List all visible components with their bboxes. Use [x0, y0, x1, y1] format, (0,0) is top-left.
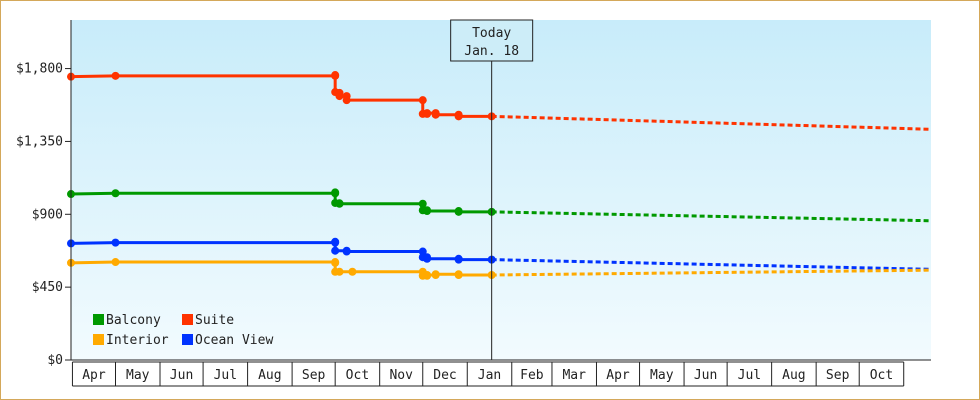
x-tick-label: Feb: [520, 368, 544, 383]
x-tick-label: Jul: [738, 368, 761, 383]
x-tick-label: Nov: [389, 368, 413, 383]
x-tick-label: May: [650, 368, 674, 383]
projection-line: [491, 268, 932, 277]
legend-label: Interior: [106, 333, 169, 348]
legend-item[interactable]: Suite: [182, 313, 234, 328]
data-point[interactable]: [111, 238, 120, 247]
x-tick-label: Aug: [258, 368, 281, 383]
data-point[interactable]: [418, 199, 427, 208]
data-point[interactable]: [423, 207, 432, 216]
y-tick-label: $1,350: [16, 134, 63, 149]
series-suite: [67, 71, 932, 131]
legend-item[interactable]: Ocean View: [182, 333, 273, 348]
x-tick-label: Sep: [302, 368, 326, 383]
y-tick-label: $900: [32, 207, 63, 222]
today-date: Jan. 18: [464, 44, 519, 59]
legend-item[interactable]: Balcony: [93, 313, 161, 328]
series-ocean-view: [67, 237, 932, 271]
x-tick-label: Jul: [214, 368, 237, 383]
data-point[interactable]: [111, 189, 120, 198]
projection-line: [491, 258, 932, 271]
projection-line: [491, 114, 932, 131]
data-point[interactable]: [431, 270, 440, 279]
today-box: [450, 19, 534, 62]
data-point[interactable]: [335, 267, 344, 276]
data-point[interactable]: [331, 258, 340, 267]
series-interior: [67, 258, 932, 280]
legend-swatch: [93, 314, 104, 325]
data-point[interactable]: [331, 71, 340, 80]
x-tick-label: Jun: [170, 368, 193, 383]
data-point[interactable]: [335, 92, 344, 101]
y-tick-label: $1,800: [16, 62, 63, 77]
data-point[interactable]: [335, 199, 344, 208]
legend-label: Ocean View: [195, 333, 273, 348]
legend-label: Suite: [195, 313, 234, 328]
x-tick-label: Dec: [433, 368, 456, 383]
x-tick-label: Aug: [782, 368, 805, 383]
today-label: Today: [472, 26, 511, 41]
x-tick-label: Oct: [870, 368, 893, 383]
data-point[interactable]: [454, 112, 463, 121]
projection-line: [491, 210, 932, 223]
legend-label: Balcony: [106, 313, 161, 328]
plot-area: [71, 20, 931, 360]
series-balcony: [67, 188, 932, 223]
data-point[interactable]: [342, 96, 351, 105]
x-tick-label: Jan: [478, 368, 501, 383]
data-point[interactable]: [418, 96, 427, 105]
legend-swatch: [182, 314, 193, 325]
legend-swatch: [182, 334, 193, 345]
x-tick-label: Apr: [82, 368, 106, 383]
data-point[interactable]: [111, 71, 120, 80]
data-point[interactable]: [431, 110, 440, 119]
data-point[interactable]: [331, 188, 340, 197]
data-point[interactable]: [418, 247, 427, 256]
data-point[interactable]: [454, 271, 463, 279]
y-tick-label: $450: [32, 280, 63, 295]
data-point[interactable]: [423, 109, 432, 118]
y-tick-label: $0: [47, 353, 63, 368]
data-point[interactable]: [423, 271, 432, 279]
data-point[interactable]: [348, 267, 357, 276]
x-tick-label: Apr: [606, 368, 630, 383]
legend-item[interactable]: Interior: [93, 333, 169, 348]
x-tick-label: Mar: [562, 368, 586, 383]
legend-swatch: [93, 334, 104, 345]
x-tick-label: Jun: [694, 368, 717, 383]
data-point[interactable]: [423, 254, 432, 263]
x-tick-label: May: [126, 368, 150, 383]
data-point[interactable]: [454, 255, 463, 264]
data-point[interactable]: [111, 258, 120, 267]
data-point[interactable]: [342, 247, 351, 256]
data-point[interactable]: [331, 246, 340, 255]
data-point[interactable]: [454, 207, 463, 216]
x-tick-label: Oct: [346, 368, 369, 383]
data-point[interactable]: [331, 237, 340, 246]
x-tick-label: Sep: [826, 368, 850, 383]
